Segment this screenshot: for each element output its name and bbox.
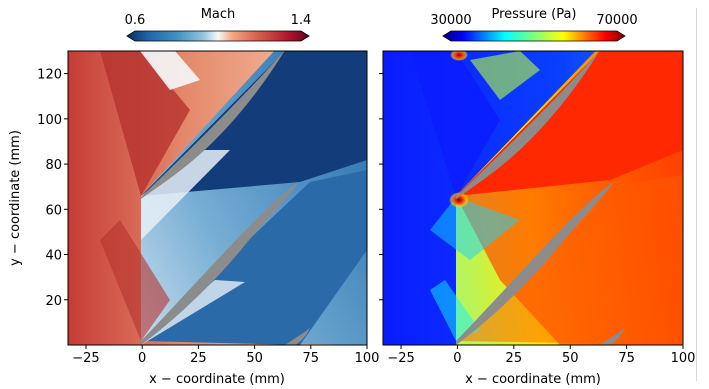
pressure-blades <box>456 50 625 345</box>
pressure-colorbar-max-label: 70000 <box>596 13 637 28</box>
pressure-panel <box>382 50 684 346</box>
mach-y-tick-label: 100 <box>37 113 62 128</box>
pressure-colorbar-title: Pressure (Pa) <box>491 7 576 22</box>
pressure-x-axis-title: x − coordinate (mm) <box>465 372 601 387</box>
mach-y-tick-label: 40 <box>45 249 62 264</box>
mach-y-tick-label: 60 <box>45 203 62 218</box>
mach-colorbar: Mach 0.6 1.4 <box>125 7 312 42</box>
axis-ticks: −25 0 25 50 75 100 20 40 60 80 100 120 −25 0 25 50 75 100 <box>37 68 695 366</box>
mach-x-tick-label: 75 <box>303 351 320 366</box>
mach-panel <box>67 50 368 346</box>
mach-colorbar-min-label: 0.6 <box>125 13 146 28</box>
mach-x-tick-label: 0 <box>138 351 146 366</box>
pressure-x-tick-label: 25 <box>506 351 523 366</box>
pressure-x-tick-label: 0 <box>453 351 461 366</box>
mach-x-tick-label: −25 <box>72 351 99 366</box>
mach-blades <box>141 50 310 345</box>
pressure-axes-frame <box>382 50 684 346</box>
mach-colorbar-max-label: 1.4 <box>291 13 312 28</box>
pressure-x-tick-label: 75 <box>618 351 635 366</box>
mach-y-tick-label: 120 <box>37 68 62 83</box>
window-edge-divider <box>696 8 697 381</box>
mach-x-tick-label: 25 <box>190 351 207 366</box>
pressure-field <box>383 51 683 345</box>
mach-y-tick-label: 80 <box>45 158 62 173</box>
mach-x-axis-title: x − coordinate (mm) <box>149 372 285 387</box>
mach-y-tick-label: 20 <box>45 294 62 309</box>
mach-y-axis-title: y − coordinate (mm) <box>8 130 23 266</box>
mach-x-tick-label: 50 <box>246 351 263 366</box>
mach-colorbar-title: Mach <box>201 7 236 22</box>
pressure-x-tick-label: 100 <box>671 351 696 366</box>
mach-x-tick-label: 100 <box>355 351 380 366</box>
pressure-colorbar: Pressure (Pa) 30000 70000 <box>430 7 638 42</box>
mach-axes-frame <box>67 50 368 346</box>
mach-field <box>68 51 367 345</box>
pressure-colorbar-min-label: 30000 <box>430 13 471 28</box>
pressure-x-tick-label: 50 <box>562 351 579 366</box>
pressure-x-tick-label: −25 <box>387 351 414 366</box>
